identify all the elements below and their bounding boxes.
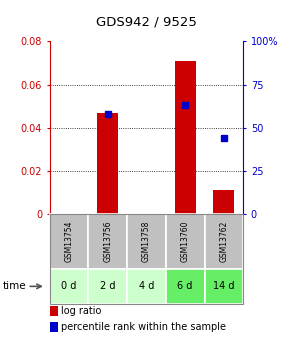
Text: GDS942 / 9525: GDS942 / 9525: [96, 16, 197, 29]
Bar: [166, 269, 205, 304]
Text: GSM13756: GSM13756: [103, 221, 112, 262]
Bar: [88, 214, 127, 269]
Text: time: time: [3, 282, 27, 291]
Bar: [175, 61, 196, 214]
Text: GSM13762: GSM13762: [219, 221, 228, 262]
Bar: [205, 214, 243, 269]
Bar: [166, 214, 205, 269]
Bar: [50, 214, 88, 269]
Text: 2 d: 2 d: [100, 282, 115, 291]
Text: log ratio: log ratio: [61, 306, 101, 316]
Text: percentile rank within the sample: percentile rank within the sample: [61, 322, 226, 332]
Bar: [88, 269, 127, 304]
Text: GSM13754: GSM13754: [65, 221, 74, 262]
Text: 6 d: 6 d: [178, 282, 193, 291]
Bar: [50, 269, 88, 304]
Bar: [127, 214, 166, 269]
Bar: [97, 112, 118, 214]
Text: GSM13758: GSM13758: [142, 221, 151, 262]
Bar: [205, 269, 243, 304]
Bar: [213, 190, 234, 214]
Text: GSM13760: GSM13760: [181, 221, 190, 262]
Text: 0 d: 0 d: [62, 282, 77, 291]
Bar: [127, 269, 166, 304]
Text: 14 d: 14 d: [213, 282, 235, 291]
Text: 4 d: 4 d: [139, 282, 154, 291]
